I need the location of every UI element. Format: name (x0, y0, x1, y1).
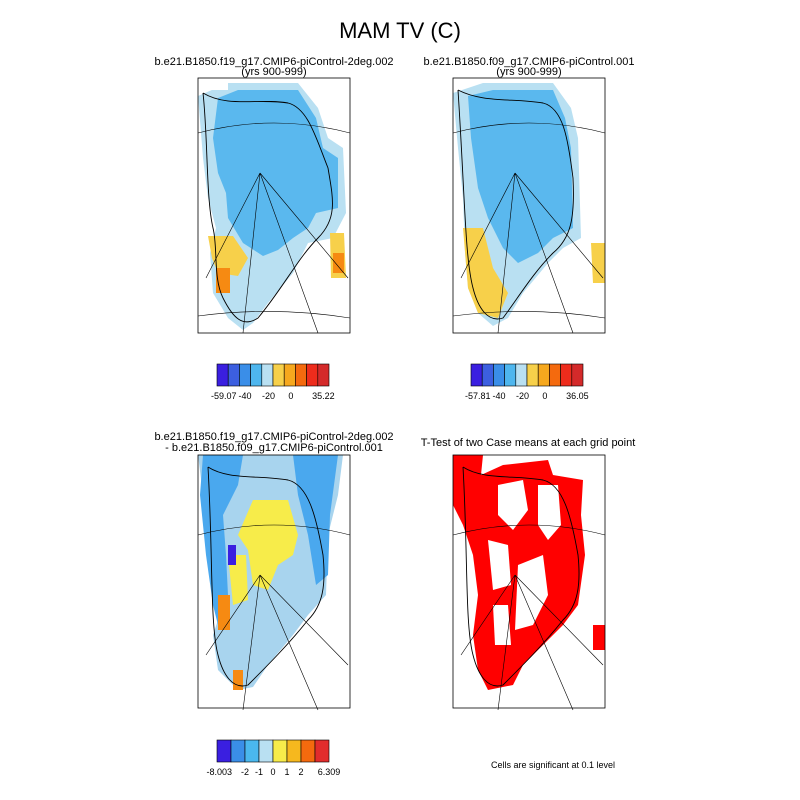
panel-title: b.e21.B1850.f19_g17.CMIP6-piControl-2deg… (154, 431, 393, 443)
map (197, 77, 351, 334)
panel-subtitle: (yrs 900-999) (496, 66, 561, 78)
map (197, 454, 351, 711)
colorbar-box (230, 739, 246, 763)
colorbar-box (216, 363, 229, 387)
colorbar-box (571, 363, 584, 387)
colorbar-box (537, 363, 550, 387)
colorbar-box (493, 363, 505, 387)
colorbar-label: 2 (298, 767, 303, 777)
colorbar-box (283, 363, 296, 387)
colorbar-box (295, 363, 307, 387)
figure-title: MAM TV (C) (339, 18, 461, 43)
colorbar-box (549, 363, 561, 387)
colorbar-label: -57.81 (465, 391, 491, 401)
colorbar-box (515, 363, 528, 387)
colorbar-box (504, 363, 517, 387)
colorbar-box (272, 739, 288, 763)
colorbar-label: -40 (238, 391, 251, 401)
colorbar-label: -40 (492, 391, 505, 401)
colorbar-box (470, 363, 483, 387)
colorbar-label: -59.07 (211, 391, 237, 401)
colorbar-box (300, 739, 316, 763)
colorbar-box (244, 739, 260, 763)
colorbar-box (481, 363, 494, 387)
colorbar-label: -20 (516, 391, 529, 401)
significance-note: Cells are significant at 0.1 level (491, 760, 615, 770)
colorbar-label: 36.05 (566, 391, 589, 401)
map (452, 77, 606, 334)
colorbar-box (272, 363, 285, 387)
colorbar-label: 6.309 (318, 767, 341, 777)
colorbar-label: 1 (284, 767, 289, 777)
colorbar-box (560, 363, 573, 387)
colorbar-label: -2 (241, 767, 249, 777)
panel-title: b.e21.B1850.f19_g17.CMIP6-piControl-2deg… (154, 56, 393, 68)
colorbar-box (258, 739, 274, 763)
colorbar-label: -20 (262, 391, 275, 401)
colorbar-box (286, 739, 302, 763)
panel-title: b.e21.B1850.f09_g17.CMIP6-piControl.001 (424, 56, 635, 68)
colorbar-label: 0 (288, 391, 293, 401)
colorbar-label: 35.22 (312, 391, 335, 401)
colorbar-box (216, 739, 232, 763)
colorbar-box (250, 363, 263, 387)
panel-title: T-Test of two Case means at each grid po… (421, 437, 636, 449)
colorbar-box (227, 363, 240, 387)
colorbar-box (314, 739, 330, 763)
panel-subtitle: (yrs 900-999) (241, 66, 306, 78)
colorbar-box (239, 363, 251, 387)
colorbar-label: -1 (255, 767, 263, 777)
colorbar-label: 0 (542, 391, 547, 401)
colorbar-box (306, 363, 319, 387)
map (452, 454, 606, 711)
colorbar-box (261, 363, 274, 387)
colorbar-label: 0 (270, 767, 275, 777)
colorbar-label: -8.003 (206, 767, 232, 777)
colorbar-box (526, 363, 539, 387)
panel-subtitle: - b.e21.B1850.f09_g17.CMIP6-piControl.00… (165, 442, 383, 454)
colorbar-box (317, 363, 330, 387)
